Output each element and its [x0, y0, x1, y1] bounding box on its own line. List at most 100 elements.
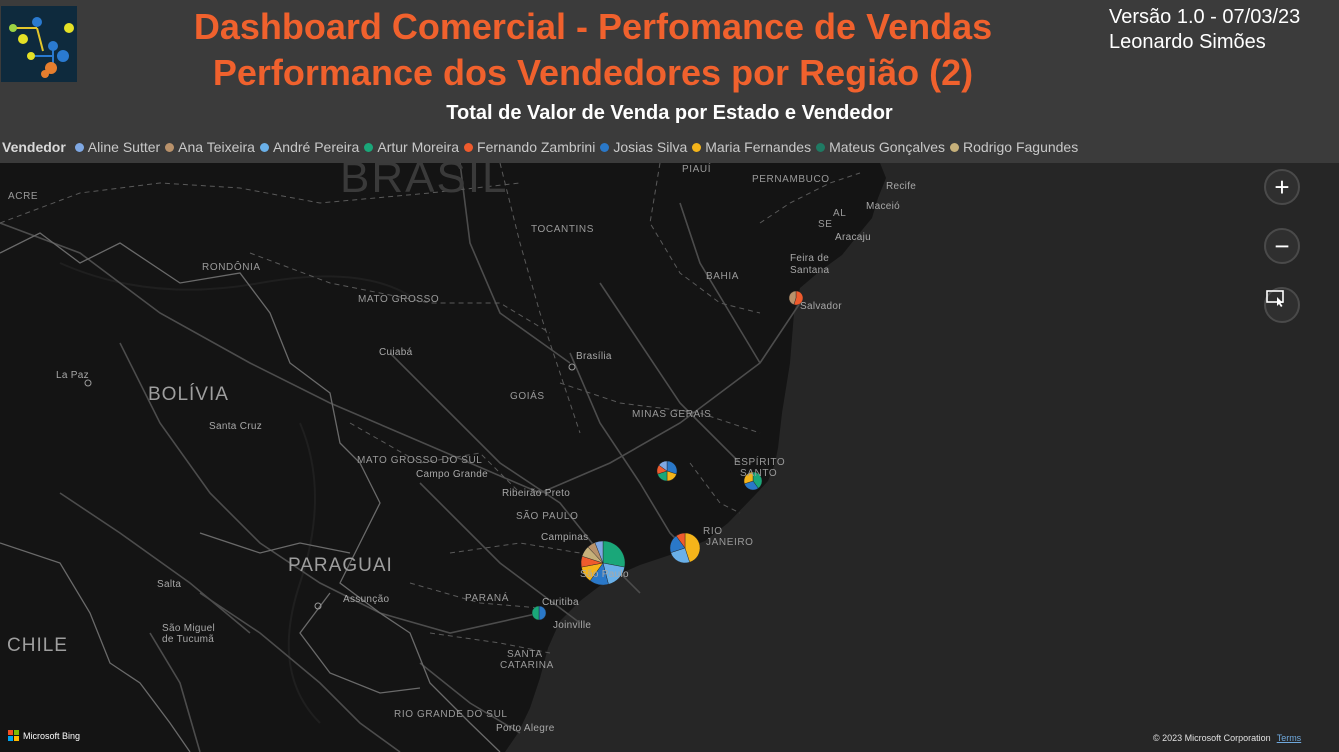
highway — [679, 202, 761, 364]
state-label-espirito-santo-2: SANTO — [740, 468, 778, 479]
city-label-aracaju: Aracaju — [835, 232, 872, 243]
city-label-maceio: Maceió — [866, 201, 901, 212]
state-label-acre: ACRE — [8, 191, 39, 202]
legend-item[interactable]: Artur Moreira — [364, 139, 459, 155]
country-border — [0, 542, 191, 752]
legend-label: Artur Moreira — [377, 139, 460, 155]
legend-title: Vendedor — [2, 139, 66, 155]
city-marker — [568, 363, 576, 371]
legend-item[interactable]: Fernando Zambrini — [464, 139, 595, 155]
pie-marker-mg[interactable] — [656, 460, 678, 482]
state-label-santa-catarina-2: CATARINA — [500, 660, 554, 671]
state-border — [689, 462, 741, 514]
state-label-se: SE — [818, 219, 833, 230]
state-label-al: AL — [833, 208, 847, 219]
pie-slice[interactable] — [684, 532, 701, 563]
pie-markers[interactable] — [531, 290, 804, 621]
pie-slice[interactable] — [594, 540, 604, 564]
state-border — [0, 182, 521, 224]
pie-marker-pr[interactable] — [531, 605, 547, 621]
legend-dot — [950, 142, 960, 152]
state-label-mato-grosso: MATO GROSSO — [358, 294, 440, 305]
zoom-out-button[interactable]: − — [1264, 228, 1300, 264]
state-border — [449, 542, 581, 554]
pie-marker-ba[interactable] — [788, 290, 804, 306]
pie-slice[interactable] — [675, 532, 686, 549]
author-label: Leonardo Simões — [1109, 31, 1266, 53]
state-border — [499, 163, 581, 434]
legend-label: Rodrigo Fagundes — [963, 139, 1079, 155]
legend-item[interactable]: Ana Teixeira — [165, 139, 255, 155]
state-label-parana: PARANÁ — [465, 593, 509, 604]
city-label-recife: Recife — [886, 181, 917, 192]
state-label-goias: GOIÁS — [510, 391, 545, 402]
city-label-santa-cruz: Santa Cruz — [209, 421, 263, 432]
state-border — [249, 252, 551, 334]
state-label-rio: RIO — [703, 526, 723, 537]
select-area-button[interactable] — [1264, 287, 1300, 323]
highway — [459, 163, 571, 364]
state-label-mato-grosso-do-sul: MATO GROSSO DO SUL — [357, 455, 483, 466]
plus-icon: + — [1274, 172, 1290, 202]
pie-slice[interactable] — [788, 290, 797, 305]
state-label-sao-paulo: SÃO PAULO — [516, 511, 579, 522]
highway — [0, 222, 801, 494]
pie-slice[interactable] — [658, 460, 668, 472]
highway — [419, 662, 521, 734]
legend-dot — [600, 142, 610, 152]
zoom-in-button[interactable]: + — [1264, 169, 1300, 205]
pie-slice[interactable] — [531, 605, 540, 621]
visual-title: Total de Valor de Venda por Estado e Ven… — [446, 102, 893, 124]
page-title: Performance dos Vendedores por Região (2… — [212, 52, 974, 93]
state-label-piaui: PIAUÍ — [682, 164, 712, 175]
legend-item[interactable]: André Pereira — [259, 139, 360, 155]
legend-dot — [74, 142, 84, 152]
state-border — [649, 163, 761, 314]
legend-label: Maria Fernandes — [705, 139, 812, 155]
dashboard-title: Dashboard Comercial - Perfomance de Vend… — [193, 6, 993, 47]
state-label-pernambuco: PERNAMBUCO — [752, 174, 830, 185]
pie-slice[interactable] — [743, 471, 754, 485]
state-border — [559, 382, 761, 434]
legend-item[interactable]: Maria Fernandes — [692, 139, 811, 155]
state-label-santa-catarina: SANTA — [507, 649, 543, 660]
state-label-rio-grande-do-sul: RIO GRANDE DO SUL — [394, 709, 508, 720]
pie-slice[interactable] — [752, 471, 763, 489]
city-label-ribeirao-preto: Ribeirão Preto — [502, 488, 571, 499]
legend-item[interactable]: Mateus Gonçalves — [816, 139, 945, 155]
highway — [149, 632, 201, 752]
city-marker — [314, 602, 322, 610]
country-label-chile: CHILE — [7, 635, 68, 656]
highway — [119, 342, 541, 634]
legend-label: André Pereira — [272, 139, 360, 155]
city-label-porto-alegre: Porto Alegre — [496, 723, 555, 734]
city-label-tucuma: São Miguel — [162, 623, 216, 634]
legend-dot — [816, 142, 826, 152]
city-label-salta: Salta — [157, 579, 182, 590]
river — [287, 422, 321, 724]
map-canvas[interactable] — [0, 163, 1339, 752]
city-label-brasilia: Brasília — [576, 351, 612, 362]
country-label-bolivia: BOLÍVIA — [148, 384, 229, 405]
legend-label: Ana Teixeira — [178, 139, 255, 155]
pie-slice[interactable] — [538, 605, 547, 621]
city-label-campo-grande: Campo Grande — [416, 469, 488, 480]
country-border — [199, 532, 351, 554]
state-border — [759, 172, 861, 224]
copyright: © 2023 Microsoft Corporation Terms — [1153, 733, 1301, 743]
pie-marker-sp[interactable] — [580, 540, 626, 586]
pie-marker-es[interactable] — [743, 471, 763, 491]
country-border — [299, 592, 421, 694]
state-border — [409, 582, 541, 609]
map-visual[interactable]: BRASIL BOLÍVIA PARAGUAI CHILE ACRE RONDÔ… — [0, 163, 1339, 752]
pie-marker-rj[interactable] — [669, 532, 701, 564]
legend-item[interactable]: Rodrigo Fagundes — [950, 139, 1078, 155]
legend-item[interactable]: Aline Sutter — [74, 139, 160, 155]
terms-link[interactable]: Terms — [1276, 733, 1302, 743]
city-label-assuncao: Assunção — [343, 594, 390, 605]
copyright-text: © 2023 Microsoft Corporation — [1153, 733, 1271, 743]
pie-slice[interactable] — [602, 540, 626, 568]
legend-label: Josias Silva — [613, 139, 688, 155]
state-label-minas-gerais: MINAS GERAIS — [632, 409, 712, 420]
legend-item[interactable]: Josias Silva — [600, 139, 687, 155]
